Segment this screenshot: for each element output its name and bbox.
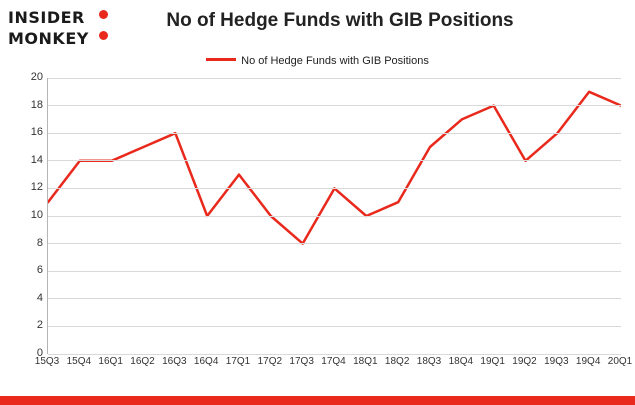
chart-title: No of Hedge Funds with GIB Positions [166,10,514,31]
logo-dot-icon [99,10,108,19]
x-axis-tick-label: 19Q1 [480,356,505,367]
x-axis-tick-label: 19Q4 [575,356,601,367]
legend-color-swatch [206,57,237,61]
grid-line [48,270,621,272]
grid-line [48,132,621,134]
x-axis-tick-label: 18Q1 [353,356,378,367]
x-axis-tick-label: 19Q3 [544,356,569,367]
x-axis-tick-label: 17Q1 [225,356,251,367]
x-axis-tick-label: 15Q3 [34,356,60,367]
grid-line [48,215,621,217]
x-axis-tick-label: 17Q3 [289,356,314,367]
x-axis-tick-label: 20Q1 [607,356,633,367]
logo-dot-icon [99,31,108,40]
x-axis-tick-label: 16Q3 [162,356,187,367]
grid-line [48,325,621,327]
series-line-no-of-hedge-funds [48,90,621,245]
grid-line [48,105,621,107]
y-axis-tick-label: 4 [36,291,43,304]
logo-line-2: MONKEY [8,29,89,48]
grid-line [48,298,621,300]
x-axis-tick-label: 19Q2 [512,356,537,367]
x-axis-tick-label: 18Q2 [384,356,410,367]
grid-line [48,243,621,245]
x-axis-tick-label: 18Q4 [448,356,474,367]
chart-legend: No of Hedge Funds with GIB Positions [0,55,635,67]
x-axis-tick-label: 16Q2 [130,356,155,367]
logo-line-1: INSIDER [8,8,85,27]
legend-label: No of Hedge Funds with GIB Positions [241,55,429,68]
x-axis-tick-label: 18Q3 [416,356,442,367]
y-axis-tick-label: 14 [30,153,43,166]
y-axis-tick-label: 16 [30,126,43,139]
y-axis-tick-label: 20 [30,71,43,83]
x-axis-tick-label: 16Q1 [98,356,123,367]
plot-area [47,77,621,355]
bottom-accent-bar [0,396,635,405]
x-axis-tick-label: 16Q4 [193,356,219,367]
y-axis-tick-label: 18 [30,98,43,111]
grid-line [48,187,621,189]
grid-line [48,353,621,355]
y-axis-tick-label: 10 [30,209,43,221]
insider-monkey-logo: INSIDER MONKEY [8,8,120,52]
x-axis: 15Q3 15Q4 16Q1 16Q2 16Q3 16Q4 17Q1 17Q2 17Q3 17Q4… [35,356,632,376]
x-axis-tick-label: 17Q2 [257,356,283,367]
y-axis-tick-label: 8 [36,236,43,249]
y-axis-tick-label: 12 [30,181,43,194]
y-axis-tick-label: 0 [36,347,43,359]
x-axis-tick-label: 17Q4 [321,356,346,367]
x-axis-tick-label: 15Q4 [66,356,92,367]
grid-line [48,160,621,162]
y-axis-tick-label: 6 [36,264,43,277]
y-axis: 0 2 4 6 8 10 12 14 16 18 20 [0,71,43,359]
grid-line [48,77,621,79]
y-axis-tick-label: 2 [36,319,43,332]
